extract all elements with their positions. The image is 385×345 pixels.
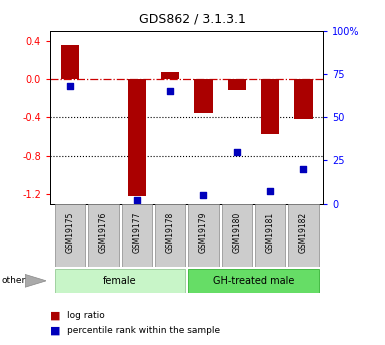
Text: GSM19176: GSM19176	[99, 211, 108, 253]
Bar	[255, 204, 285, 267]
Bar	[261, 79, 279, 134]
Point	[67, 83, 73, 89]
Bar	[288, 204, 318, 267]
Bar	[221, 204, 252, 267]
Bar	[127, 79, 146, 196]
Text: percentile rank within the sample: percentile rank within the sample	[67, 326, 221, 335]
Bar	[294, 79, 313, 119]
Bar	[194, 79, 213, 112]
Bar	[61, 46, 79, 79]
Text: other: other	[2, 276, 26, 285]
Bar	[161, 72, 179, 79]
Bar	[228, 79, 246, 90]
Text: GSM19182: GSM19182	[299, 212, 308, 253]
Text: ■: ■	[50, 311, 60, 321]
Point	[167, 89, 173, 94]
Text: GSM19181: GSM19181	[266, 212, 275, 253]
Point	[234, 149, 240, 155]
Text: GSM19177: GSM19177	[132, 211, 141, 253]
Bar	[155, 204, 185, 267]
Point	[134, 197, 140, 203]
Text: female: female	[103, 276, 137, 286]
Bar	[88, 204, 119, 267]
Bar	[122, 204, 152, 267]
Point	[267, 189, 273, 194]
Text: GSM19180: GSM19180	[232, 211, 241, 253]
Point	[300, 166, 306, 172]
Text: ■: ■	[50, 325, 60, 335]
Text: GH-treated male: GH-treated male	[213, 276, 294, 286]
Bar	[188, 269, 318, 293]
Text: GSM19175: GSM19175	[65, 211, 75, 253]
Text: log ratio: log ratio	[67, 311, 105, 320]
Bar	[55, 269, 185, 293]
Text: GSM19179: GSM19179	[199, 211, 208, 253]
Bar	[55, 204, 85, 267]
Bar	[188, 204, 219, 267]
Text: GDS862 / 3.1.3.1: GDS862 / 3.1.3.1	[139, 12, 246, 25]
Polygon shape	[25, 274, 46, 287]
Point	[200, 192, 206, 198]
Text: GSM19178: GSM19178	[166, 211, 174, 253]
